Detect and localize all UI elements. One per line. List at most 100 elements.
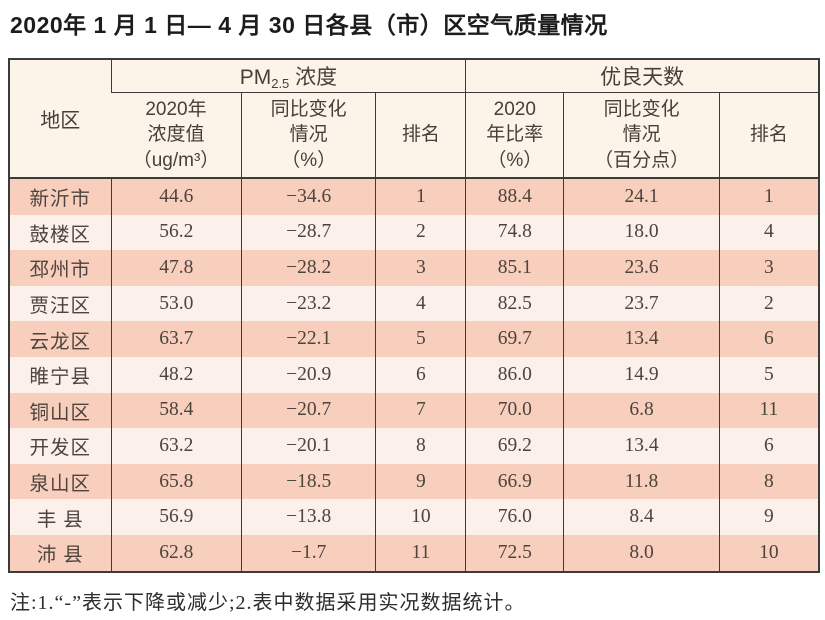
- table-header: 地区 PM2.5 浓度 优良天数 2020年 浓度值 （ug/m³） 同比变化 …: [9, 59, 819, 179]
- pm-rank-cell: 3: [375, 250, 466, 286]
- region-cell: 铜山区: [9, 392, 112, 429]
- header-pm-change: 同比变化 情况 （%）: [240, 92, 376, 179]
- pm-change-cell: −1.7: [240, 534, 376, 572]
- pm-rank-cell: 4: [375, 285, 466, 322]
- good-change-cell: 24.1: [563, 178, 720, 215]
- pm-change-cell: −13.8: [240, 499, 376, 535]
- pm-rank-cell: 2: [375, 214, 466, 251]
- pm-value-cell: 53.0: [110, 285, 242, 322]
- good-ratio-cell: 82.5: [465, 285, 564, 322]
- pm-rank-cell: 1: [375, 178, 466, 215]
- good-rank-cell: 5: [718, 356, 819, 393]
- pm-value-cell: 44.6: [110, 178, 242, 215]
- good-change-cell: 23.6: [563, 250, 720, 286]
- good-rank-cell: 10: [718, 534, 819, 572]
- region-cell: 沛 县: [9, 534, 112, 572]
- pm-change-cell: −28.2: [240, 250, 376, 286]
- good-rank-cell: 4: [718, 214, 819, 251]
- good-ratio-cell: 74.8: [465, 214, 564, 251]
- pm-change-cell: −20.9: [240, 356, 376, 393]
- pm-value-cell: 63.7: [110, 321, 242, 357]
- good-rank-cell: 11: [718, 392, 819, 429]
- region-cell: 鼓楼区: [9, 214, 112, 251]
- good-ratio-cell: 66.9: [465, 463, 564, 500]
- region-cell: 邳州市: [9, 250, 112, 286]
- table-row: 新沂市 44.6 −34.6 1 88.4 24.1 1: [9, 178, 819, 215]
- pm-value-cell: 48.2: [110, 356, 242, 393]
- good-change-cell: 11.8: [563, 463, 720, 500]
- good-ratio-cell: 86.0: [465, 356, 564, 393]
- pm-rank-cell: 6: [375, 356, 466, 393]
- table-row: 睢宁县 48.2 −20.9 6 86.0 14.9 5: [9, 356, 819, 393]
- table-row: 邳州市 47.8 −28.2 3 85.1 23.6 3: [9, 250, 819, 286]
- good-rank-cell: 3: [718, 250, 819, 286]
- header-good-ratio: 2020 年比率 （%）: [465, 92, 564, 179]
- pm-value-cell: 63.2: [110, 428, 242, 464]
- good-ratio-cell: 69.2: [465, 428, 564, 464]
- table-row: 云龙区 63.7 −22.1 5 69.7 13.4 6: [9, 321, 819, 357]
- good-change-cell: 18.0: [563, 214, 720, 251]
- good-ratio-cell: 69.7: [465, 321, 564, 357]
- region-cell: 新沂市: [9, 178, 112, 215]
- good-rank-cell: 6: [718, 321, 819, 357]
- good-ratio-cell: 70.0: [465, 392, 564, 429]
- header-good-rank: 排名: [718, 92, 819, 179]
- pm-rank-cell: 10: [375, 499, 466, 535]
- pm-value-cell: 58.4: [110, 392, 242, 429]
- good-rank-cell: 9: [718, 499, 819, 535]
- good-change-cell: 23.7: [563, 285, 720, 322]
- pm-change-cell: −34.6: [240, 178, 376, 215]
- header-region: 地区: [9, 59, 112, 179]
- region-cell: 开发区: [9, 428, 112, 464]
- good-change-cell: 14.9: [563, 356, 720, 393]
- table-row: 沛 县 62.8 −1.7 11 72.5 8.0 10: [9, 534, 819, 572]
- pm-rank-cell: 11: [375, 534, 466, 572]
- pm-change-cell: −28.7: [240, 214, 376, 251]
- pm-change-cell: −22.1: [240, 321, 376, 357]
- header-good-change: 同比变化 情况 （百分点）: [563, 92, 720, 179]
- pm-rank-cell: 9: [375, 463, 466, 500]
- pm-value-cell: 56.2: [110, 214, 242, 251]
- region-cell: 贾汪区: [9, 285, 112, 322]
- region-cell: 云龙区: [9, 321, 112, 357]
- footnote: 注:1.“-”表示下降或减少;2.表中数据采用实况数据统计。: [10, 592, 526, 614]
- good-ratio-cell: 72.5: [465, 534, 564, 572]
- good-rank-cell: 8: [718, 463, 819, 500]
- header-group-good-days: 优良天数: [465, 59, 819, 93]
- header-pm-rank: 排名: [375, 92, 466, 179]
- good-rank-cell: 2: [718, 285, 819, 322]
- table-row: 铜山区 58.4 −20.7 7 70.0 6.8 11: [9, 392, 819, 429]
- region-cell: 泉山区: [9, 463, 112, 500]
- pm-value-cell: 47.8: [110, 250, 242, 286]
- good-change-cell: 8.0: [563, 534, 720, 572]
- pm-change-cell: −20.7: [240, 392, 376, 429]
- good-change-cell: 6.8: [563, 392, 720, 429]
- pm-change-cell: −20.1: [240, 428, 376, 464]
- pm-value-cell: 56.9: [110, 499, 242, 535]
- page-title: 2020年 1 月 1 日— 4 月 30 日各县（市）区空气质量情况: [10, 12, 608, 38]
- good-change-cell: 8.4: [563, 499, 720, 535]
- pm25-label: PM2.5 浓度: [239, 66, 338, 91]
- table-row: 丰 县 56.9 −13.8 10 76.0 8.4 9: [9, 499, 819, 535]
- good-rank-cell: 6: [718, 428, 819, 464]
- pm-rank-cell: 7: [375, 392, 466, 429]
- table-row: 鼓楼区 56.2 −28.7 2 74.8 18.0 4: [9, 214, 819, 251]
- table-row: 泉山区 65.8 −18.5 9 66.9 11.8 8: [9, 463, 819, 500]
- air-quality-table: 地区 PM2.5 浓度 优良天数 2020年 浓度值 （ug/m³） 同比变化 …: [8, 58, 820, 573]
- good-ratio-cell: 85.1: [465, 250, 564, 286]
- good-change-cell: 13.4: [563, 428, 720, 464]
- good-ratio-cell: 76.0: [465, 499, 564, 535]
- pm-rank-cell: 8: [375, 428, 466, 464]
- region-cell: 睢宁县: [9, 356, 112, 393]
- table-row: 贾汪区 53.0 −23.2 4 82.5 23.7 2: [9, 285, 819, 322]
- table-row: 开发区 63.2 −20.1 8 69.2 13.4 6: [9, 428, 819, 464]
- good-ratio-cell: 88.4: [465, 178, 564, 215]
- good-rank-cell: 1: [718, 178, 819, 215]
- pm-rank-cell: 5: [375, 321, 466, 357]
- pm-value-cell: 62.8: [110, 534, 242, 572]
- header-group-pm25: PM2.5 浓度: [110, 59, 466, 93]
- pm-change-cell: −23.2: [240, 285, 376, 322]
- pm-change-cell: −18.5: [240, 463, 376, 500]
- pm-value-cell: 65.8: [110, 463, 242, 500]
- region-cell: 丰 县: [9, 499, 112, 535]
